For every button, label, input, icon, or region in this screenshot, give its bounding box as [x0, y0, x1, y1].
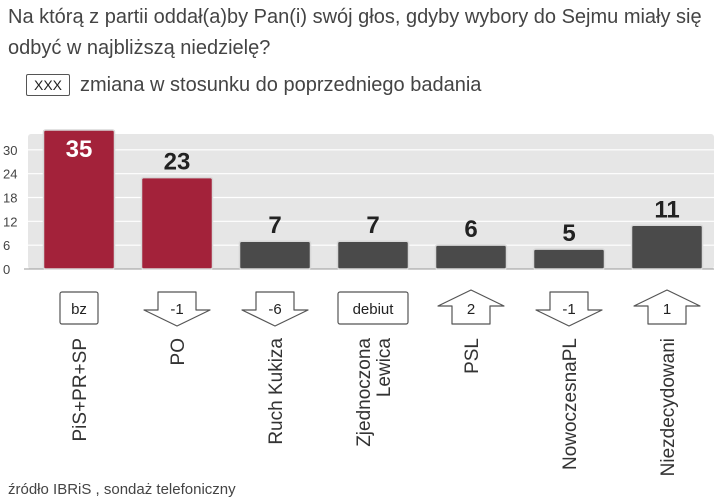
y-tick-label: 24 [3, 167, 17, 182]
y-tick-label: 18 [3, 191, 17, 206]
change-arrow-down [241, 291, 309, 327]
value-label: 35 [66, 136, 93, 163]
bar [532, 248, 606, 270]
change-arrow-up [633, 289, 701, 325]
change-label: -1 [170, 301, 183, 318]
change-label: debiut [353, 301, 395, 318]
category-label: Lewica [374, 338, 395, 398]
value-label: 7 [366, 212, 379, 239]
chart-question: Na którą z partii oddał(a)by Pan(i) swój… [8, 6, 702, 59]
bar [630, 224, 704, 270]
change-label: -1 [562, 301, 575, 318]
y-tick-label: 30 [3, 143, 17, 158]
y-tick-label: 6 [3, 238, 10, 253]
bar [336, 240, 410, 270]
value-label: 7 [268, 212, 281, 239]
category-label: Ruch Kukiza [266, 338, 287, 445]
legend-text: zmiana w stosunku do poprzedniego badani… [80, 73, 482, 96]
bar [238, 240, 312, 270]
value-label: 6 [464, 216, 477, 243]
category-label: Niezdecydowani [658, 338, 679, 476]
category-label: PO [168, 338, 189, 365]
category-label: PiS+PR+SP [70, 338, 91, 442]
change-badge [337, 291, 409, 325]
change-label: 2 [467, 301, 475, 318]
category-label: PSL [462, 338, 483, 374]
y-tick-label: 12 [3, 214, 17, 229]
change-label: 1 [663, 301, 671, 318]
legend: XXX zmiana w stosunku do poprzedniego ba… [26, 72, 481, 98]
change-arrow-up [437, 289, 505, 325]
y-tick-label: 0 [3, 262, 10, 277]
change-arrow-down [143, 291, 211, 327]
category-label: Zjednoczona [354, 338, 375, 447]
change-label: bz [71, 301, 87, 318]
category-label: NowoczesnaPL [560, 338, 581, 470]
change-badge [59, 291, 99, 325]
legend-change-box: XXX [26, 74, 71, 96]
change-label: -6 [268, 301, 281, 318]
bar [42, 129, 116, 270]
bar [140, 176, 214, 270]
value-label: 23 [164, 149, 191, 176]
value-label: 11 [654, 196, 679, 223]
change-arrow-down [535, 291, 603, 327]
value-label: 5 [562, 220, 575, 247]
bar [434, 244, 508, 270]
source-note: źródło IBRiS , sondaż telefoniczny [8, 481, 236, 498]
